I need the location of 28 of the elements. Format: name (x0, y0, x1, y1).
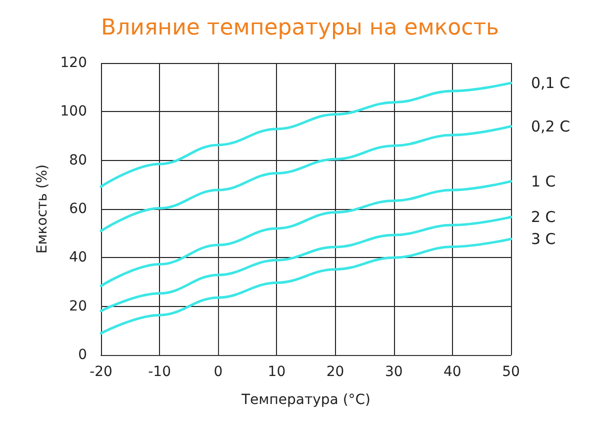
x-tick-label: -10 (148, 364, 172, 380)
line-series (100, 180, 512, 288)
y-tick-label: 60 (69, 201, 87, 217)
x-tick-label: 0 (214, 364, 223, 380)
line-series (100, 82, 512, 188)
y-tick-label: 100 (60, 104, 87, 120)
y-tick-label: 20 (69, 298, 87, 314)
series-label: 0,1 C (531, 74, 570, 92)
x-tick-label: 30 (384, 364, 403, 380)
y-tick-label: 120 (60, 55, 87, 71)
x-axis-title: Температура (°C) (240, 392, 371, 408)
series-label: 1 C (531, 172, 556, 190)
line-series (100, 238, 512, 335)
x-tick-label: 50 (502, 364, 520, 380)
y-tick-label: 40 (69, 250, 87, 266)
line-series (100, 125, 512, 232)
x-tick-label: -20 (90, 364, 112, 380)
y-tick-label: 0 (78, 347, 87, 363)
y-tick-label: 80 (69, 152, 87, 168)
series-label: 3 C (531, 230, 556, 248)
series-label: 2 C (531, 208, 556, 226)
y-axis-title: Емкость (%) (34, 164, 50, 254)
x-tick-label: 10 (268, 364, 286, 380)
x-tick-label: 20 (326, 364, 344, 380)
x-tick-label: 40 (444, 364, 462, 380)
series-label: 0,2 C (531, 117, 570, 136)
line-series (100, 216, 512, 312)
chart-title: Влияние температуры на емкость (101, 16, 499, 40)
